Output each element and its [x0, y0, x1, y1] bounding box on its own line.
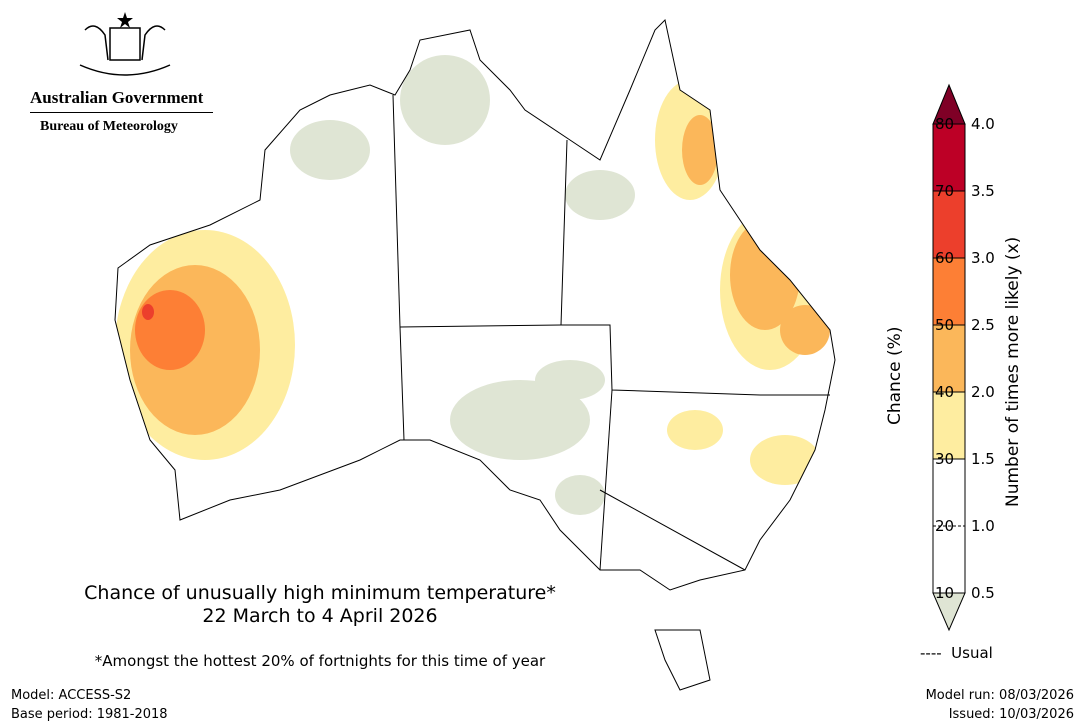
logo-divider: [30, 112, 213, 113]
issued-date: Issued: 10/03/2026: [948, 707, 1074, 722]
colorbar-40-50: [933, 325, 965, 392]
logo-org-text: Australian Government: [30, 88, 204, 107]
likely-tick: 4.0: [971, 115, 995, 133]
usual-legend: ---- Usual: [920, 644, 993, 662]
chance-tick: 30: [935, 450, 955, 468]
colorbar-30-40: [933, 392, 965, 459]
tasmania: [654, 629, 711, 691]
coat-of-arms-logo: [79, 12, 171, 76]
base-period: Base period: 1981-2018: [11, 707, 168, 722]
chance-tick: 80: [935, 115, 955, 133]
likely-tick: 3.5: [971, 182, 995, 200]
colorbar-60-70: [933, 191, 965, 258]
likely-tick: 1.5: [971, 450, 995, 468]
colorbar-50-60: [933, 258, 965, 325]
likely-tick: 2.0: [971, 383, 995, 401]
likely-tick: 1.0: [971, 517, 995, 535]
chance-axis-label: Chance (%): [885, 326, 905, 425]
map-title: Chance of unusually high minimum tempera…: [84, 582, 556, 604]
likely-tick: 3.0: [971, 249, 995, 267]
chance-tick: 20: [935, 517, 955, 535]
chance-tick: 70: [935, 182, 955, 200]
chance-tick: 60: [935, 249, 955, 267]
chance-tick: 50: [935, 316, 955, 334]
model-name: Model: ACCESS-S2: [11, 688, 132, 703]
forecast-shading: [115, 55, 830, 515]
state-borders: [392, 94, 830, 571]
map-subtitle: 22 March to 4 April 2026: [202, 605, 438, 627]
likely-tick: 2.5: [971, 316, 995, 334]
likely-axis-label: Number of times more likely (x): [1003, 236, 1023, 507]
colorbar-70-80: [933, 124, 965, 191]
australia-map: [114, 19, 836, 691]
logo-agency-text: Bureau of Meteorology: [40, 119, 178, 134]
footnote: *Amongst the hottest 20% of fortnights f…: [94, 652, 546, 670]
colorbar: [932, 83, 966, 632]
likely-tick: 0.5: [971, 584, 995, 602]
chance-tick: 40: [935, 383, 955, 401]
chance-tick: 10: [935, 584, 955, 602]
model-run-date: Model run: 08/03/2026: [925, 688, 1074, 703]
